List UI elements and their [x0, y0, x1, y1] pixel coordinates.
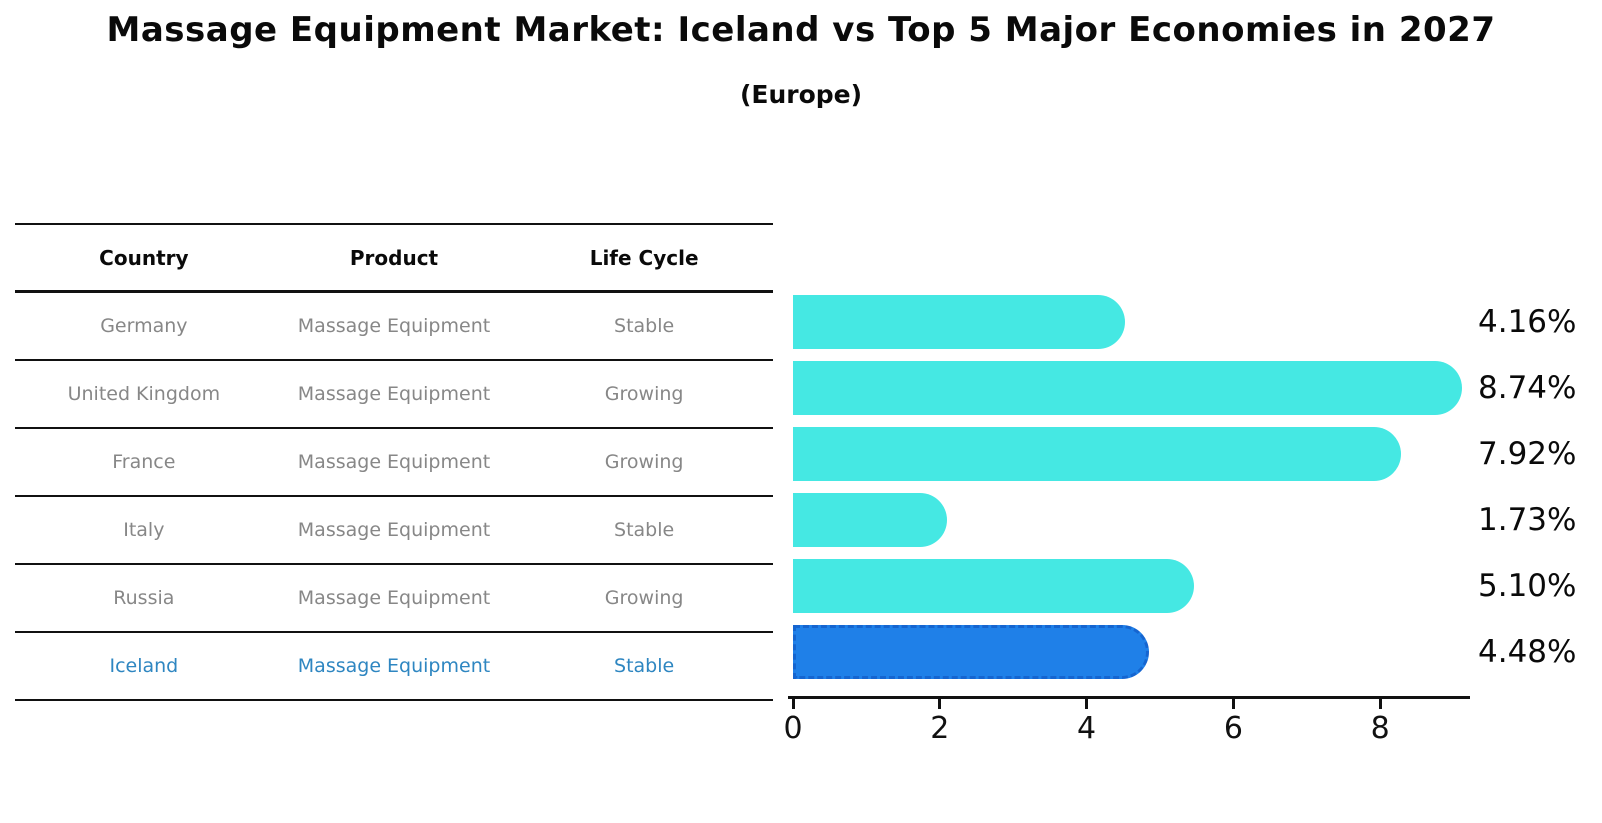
cell-country: Italy [123, 519, 165, 541]
header-product: Product [349, 245, 439, 270]
cell-life-cycle: Growing [604, 587, 684, 609]
x-tick-mark [938, 699, 942, 709]
cell-life-cycle: Stable [614, 519, 675, 541]
x-tick-mark [1085, 699, 1089, 709]
x-tick-label: 0 [783, 711, 803, 746]
value-label-united-kingdom: 8.74% [1478, 370, 1577, 406]
cell-country: Germany [100, 315, 188, 337]
table-row-russia: Russia Massage Equipment Growing [15, 565, 773, 633]
bar-italy [793, 493, 947, 547]
bar-germany [793, 295, 1126, 349]
x-tick-mark [1378, 699, 1382, 709]
bar-france [793, 427, 1402, 481]
cell-country: Russia [113, 587, 175, 609]
value-label-france: 7.92% [1478, 436, 1577, 472]
x-tick-label: 2 [930, 711, 950, 746]
cell-life-cycle: Growing [604, 383, 684, 405]
bar-russia [793, 559, 1195, 613]
value-label-germany: 4.16% [1478, 304, 1577, 340]
table-row-france: France Massage Equipment Growing [15, 429, 773, 497]
cell-country: Iceland [109, 655, 179, 677]
x-tick-mark [1231, 699, 1235, 709]
bar-iceland-highlighted [793, 625, 1149, 679]
cell-product: Massage Equipment [297, 315, 491, 337]
x-tick-label: 6 [1223, 711, 1243, 746]
header-life-cycle: Life Cycle [589, 245, 699, 270]
table-header-row: Country Product Life Cycle [15, 223, 773, 293]
value-label-iceland: 4.48% [1478, 634, 1577, 670]
country-info-table: Country Product Life Cycle Germany Massa… [15, 223, 773, 701]
cell-country: United Kingdom [67, 383, 221, 405]
cell-country: France [112, 451, 176, 473]
x-tick-label: 8 [1370, 711, 1390, 746]
cell-product: Massage Equipment [297, 451, 491, 473]
x-tick-mark [791, 699, 795, 709]
x-tick-label: 4 [1077, 711, 1097, 746]
table-row-united-kingdom: United Kingdom Massage Equipment Growing [15, 361, 773, 429]
value-label-russia: 5.10% [1478, 568, 1577, 604]
table-row-germany: Germany Massage Equipment Stable [15, 293, 773, 361]
table-row-iceland: Iceland Massage Equipment Stable [15, 633, 773, 701]
cell-product: Massage Equipment [297, 587, 491, 609]
cell-life-cycle: Stable [614, 655, 675, 677]
header-country: Country [99, 245, 189, 270]
cell-life-cycle: Stable [614, 315, 675, 337]
cell-life-cycle: Growing [604, 451, 684, 473]
table-row-italy: Italy Massage Equipment Stable [15, 497, 773, 565]
value-label-italy: 1.73% [1478, 502, 1577, 538]
x-axis-line [788, 696, 1470, 699]
chart-title: Massage Equipment Market: Iceland vs Top… [106, 10, 1496, 50]
bar-united-kingdom [793, 361, 1462, 415]
cell-product: Massage Equipment [297, 655, 491, 677]
cell-product: Massage Equipment [297, 383, 491, 405]
cell-product: Massage Equipment [297, 519, 491, 541]
chart-subtitle: (Europe) [739, 80, 863, 109]
